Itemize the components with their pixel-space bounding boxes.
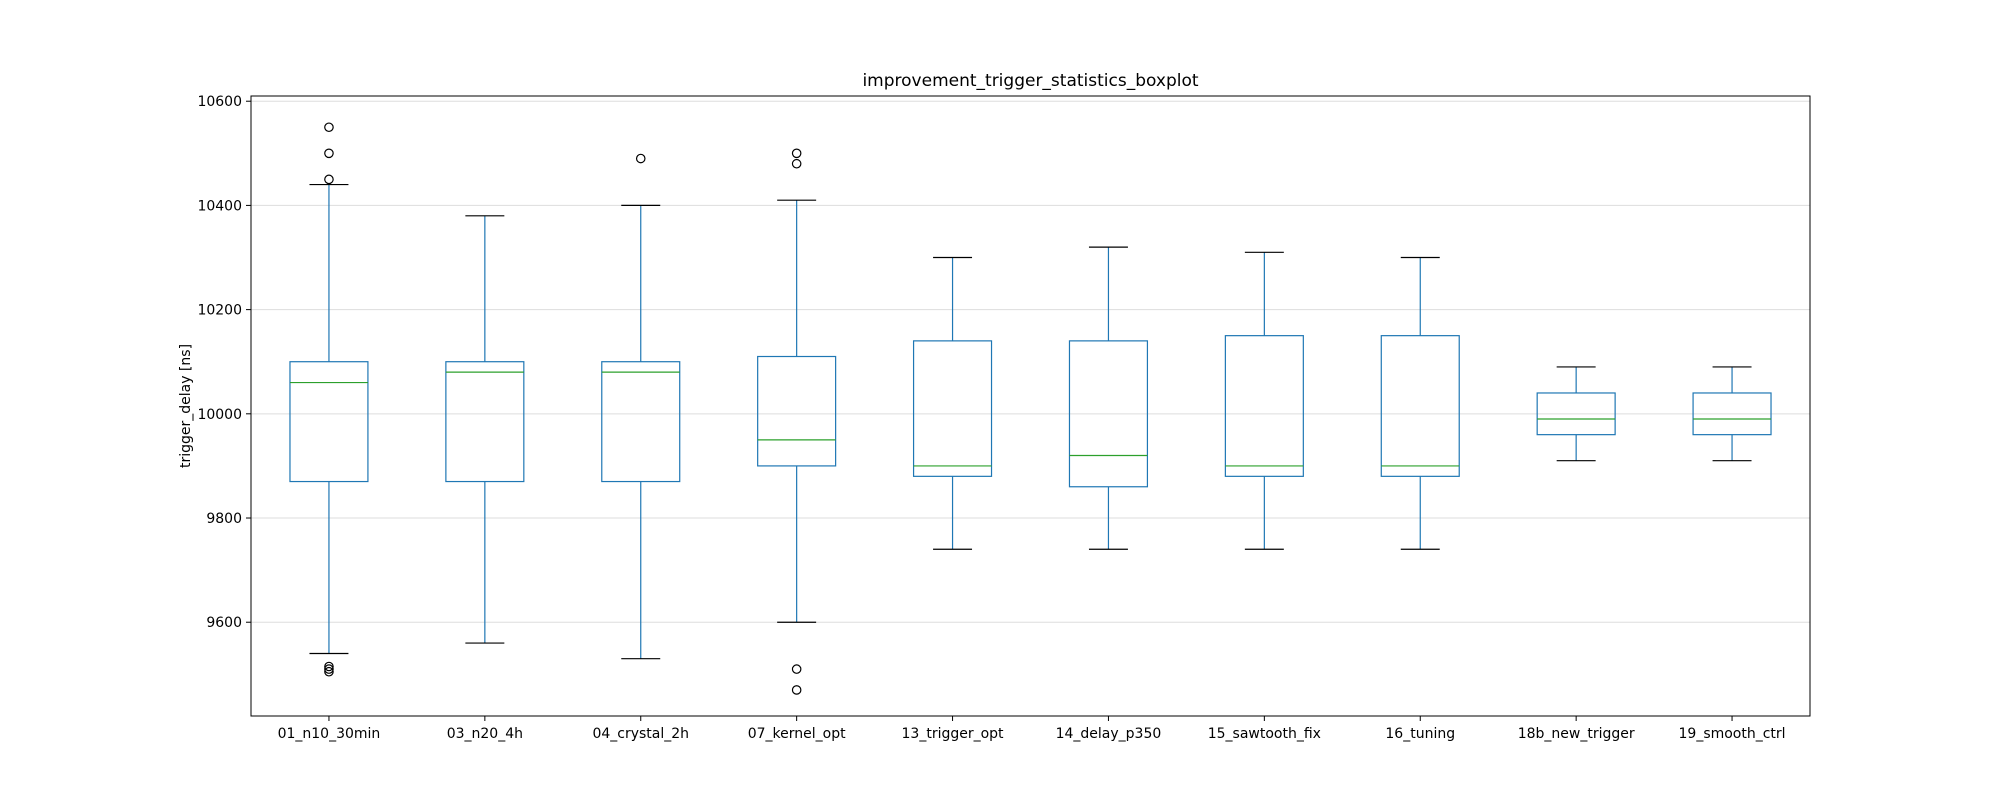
x-tick-label: 07_kernel_opt [748,726,846,742]
outlier-point [635,153,646,164]
x-tick-label: 18b_new_trigger [1518,726,1635,742]
iqr-box [601,361,681,483]
iqr-box [1068,340,1149,488]
x-tick-label: 14_delay_p350 [1056,726,1162,742]
box-16_tuning [1380,256,1460,550]
y-tick-label: 10600 [197,94,242,110]
y-tick-label: 10000 [197,407,242,423]
box-07_kernel_opt [757,148,837,695]
x-tick-label: 03_n20_4h [447,726,523,742]
y-axis-label: trigger_delay [ns] [178,344,194,468]
iqr-box [289,361,369,483]
outlier-point [791,685,802,695]
iqr-box [757,355,837,467]
plot-area-frame [250,95,1811,717]
iqr-box [1536,392,1616,436]
grid-lines [251,100,1810,623]
x-axis-ticks: 01_n10_30min 03_n20_4h 04_crystal_2h 07_ker… [278,716,1786,742]
chart-title: improvement_trigger_statistics_boxplot [862,71,1198,91]
box-19_smooth_ctrl [1692,366,1772,462]
iqr-box [1692,392,1772,436]
outlier-point [791,664,802,674]
iqr-box [1224,335,1304,477]
outlier-point [324,122,334,133]
x-tick-label: 01_n10_30min [278,726,381,742]
x-tick-label: 19_smooth_ctrl [1679,726,1786,742]
iqr-box [912,340,993,477]
x-tick-label: 13_trigger_opt [902,726,1005,742]
box-15_sawtooth_fix [1224,251,1304,550]
x-tick-label: 16_tuning [1385,726,1455,742]
outlier-point [324,664,334,674]
boxes [289,122,1772,695]
y-tick-label: 10200 [197,303,242,319]
box-18b_new_trigger [1536,366,1616,462]
y-axis-ticks: 9600 9800 10000 10200 10400 10600 [197,94,251,631]
box-04_crystal_2h [601,153,681,660]
outlier-point [324,666,334,677]
outlier-point [324,174,334,185]
x-tick-label: 04_crystal_2h [592,726,689,742]
outlier-point [324,661,334,672]
box-13_trigger_opt [912,256,993,550]
y-tick-label: 9600 [206,615,242,631]
outlier-point [324,148,334,159]
iqr-box [445,361,525,483]
box-14_delay_p350 [1068,246,1149,550]
box-01_n10_30min [289,122,369,677]
x-tick-label: 15_sawtooth_fix [1208,726,1321,742]
y-tick-label: 10400 [197,198,242,214]
outlier-point [791,158,802,169]
y-tick-label: 9800 [206,511,242,527]
iqr-box [1380,335,1460,477]
box-03_n20_4h [445,215,525,644]
outlier-point [791,148,802,159]
